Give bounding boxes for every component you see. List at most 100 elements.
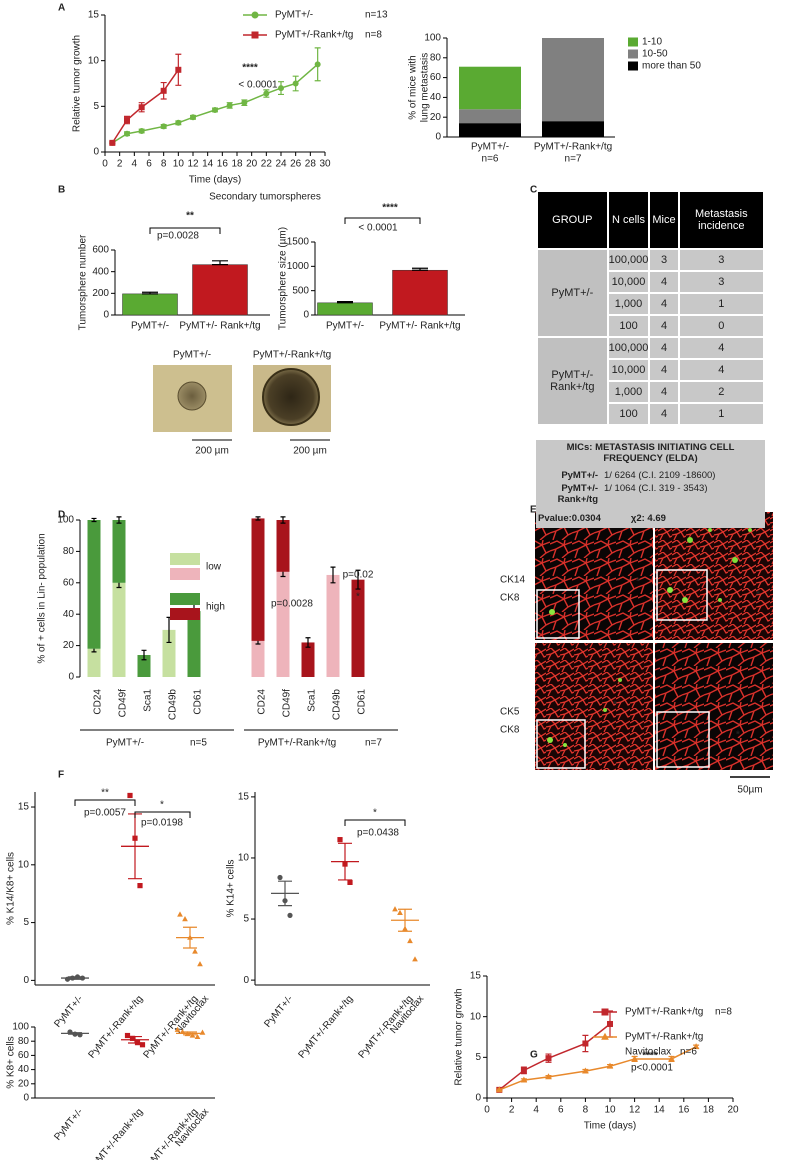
inset: [536, 719, 586, 769]
marker: [606, 1062, 614, 1069]
bar: [122, 293, 178, 316]
error-bar: [142, 291, 158, 295]
cell: 4: [650, 360, 678, 380]
row: 100 4 1: [538, 404, 763, 424]
series-line: [498, 1023, 611, 1091]
header-cell: N cells: [608, 192, 649, 248]
y-tick-label: 40: [18, 1064, 30, 1075]
x-tick-label: PyMT+/-: [52, 994, 85, 1030]
row: PyMT+/- Rank+/tg 100,000 4 4: [538, 338, 763, 424]
legend-swatch: [628, 37, 638, 47]
y-tick-label: 15: [238, 792, 250, 803]
asterisk: *: [736, 730, 740, 741]
annotation: *: [373, 808, 377, 819]
panel-letter: A: [58, 3, 65, 14]
error-bar: [338, 842, 352, 881]
y-tick-label: 15: [18, 802, 30, 813]
cell: 2: [679, 382, 763, 402]
legend-label: 10-50: [642, 49, 668, 60]
error-bar: [128, 1035, 142, 1044]
marker: [160, 123, 167, 130]
legend-label: Navitoclax: [625, 1047, 671, 1058]
marker: [314, 61, 321, 68]
cell: 10,000: [608, 272, 649, 292]
legend-label: more than 50: [642, 61, 701, 72]
marker: [582, 1040, 589, 1047]
marker: [241, 99, 248, 106]
y-tick-label: 1500: [287, 237, 310, 248]
bar: [392, 269, 448, 316]
bracket: [344, 217, 421, 224]
box-value: 1/ 1064 (C.I. 319 - 3543): [604, 483, 708, 494]
cell: 4: [650, 404, 678, 424]
marker: [251, 11, 259, 19]
marker: [194, 1033, 201, 1040]
bar-segment: [112, 520, 126, 583]
row: 10,000 4 3: [538, 272, 763, 292]
y-tick-label: 0: [435, 132, 441, 143]
bar-segment: [326, 574, 340, 677]
x-tick-label: 6: [558, 1105, 564, 1116]
bar-segment: [351, 579, 365, 677]
annotation: p=0.0198: [141, 818, 183, 829]
error-bar: [116, 516, 122, 524]
marker: [278, 85, 284, 92]
marker: [601, 1032, 609, 1040]
incidence-table: GROUP N cells Mice Metastasis incidence PyMT…: [536, 190, 765, 426]
x-tick-label: 12: [187, 159, 199, 170]
group-label: PyMT+/-: [106, 738, 144, 749]
marker: [607, 1020, 613, 1027]
row: 1,000 4 1: [538, 294, 763, 314]
annotation: **: [186, 211, 194, 222]
x-tick-label: 18: [703, 1105, 715, 1116]
y-tick-label: 100: [12, 1022, 29, 1033]
y-tick-label: 10: [470, 1011, 482, 1022]
x-tick-label: 24: [275, 159, 287, 170]
cell: 100: [608, 316, 649, 336]
y-tick-label: 40: [63, 609, 75, 620]
x-tick-label: 8: [161, 159, 167, 170]
error-bar: [355, 569, 361, 590]
box-value: 1/ 6264 (C.I. 2109 -18600): [604, 470, 716, 481]
marker: [277, 874, 283, 881]
y-axis-label: % K8+ cells: [6, 1036, 17, 1089]
inset: [656, 569, 708, 621]
row: PyMT+/- 100,000 3 3: [538, 250, 763, 336]
y-tick-label: 600: [92, 245, 109, 256]
x-tick-label: 22: [261, 159, 273, 170]
photo-label: PyMT+/-Rank+/tg: [253, 350, 331, 361]
legend-label: PyMT+/-Rank+/tg: [275, 30, 353, 41]
marker: [520, 1076, 528, 1083]
y-tick-label: 1000: [287, 261, 310, 272]
cell: 1: [679, 294, 763, 314]
x-tick-label: PyMT+/-Rank+/tg: [87, 994, 146, 1061]
y-tick-label: 15: [88, 10, 100, 21]
marker: [177, 911, 183, 917]
error-bar: [330, 566, 336, 584]
marker: [175, 66, 182, 73]
legend-n: n=13: [365, 10, 388, 21]
y-tick-label: 20: [63, 640, 75, 651]
marker: [190, 114, 196, 121]
cell: 1,000: [608, 294, 649, 314]
cell: 0: [679, 316, 763, 336]
y-tick-label: 200: [92, 288, 109, 299]
annotation: *: [356, 592, 360, 603]
marker: [407, 937, 413, 944]
marker: [197, 961, 203, 967]
y-axis-label: % of mice with: [408, 55, 419, 119]
x-tick-label: PyMT+/-: [131, 321, 169, 332]
error-bar: [305, 637, 311, 648]
y-tick-label: 0: [68, 672, 74, 683]
cell: 100,000: [608, 250, 649, 270]
group-n: n=5: [190, 738, 207, 749]
annotation: **: [101, 788, 109, 799]
bracket: [149, 227, 221, 234]
error-bar: [183, 926, 197, 949]
error-bar: [91, 517, 97, 523]
marker: [124, 130, 130, 137]
box-chi: χ2: 4.69: [630, 513, 666, 524]
legend-swatch: [170, 568, 200, 580]
y-tick-label: 5: [243, 914, 249, 925]
panel-letter: B: [58, 185, 65, 196]
